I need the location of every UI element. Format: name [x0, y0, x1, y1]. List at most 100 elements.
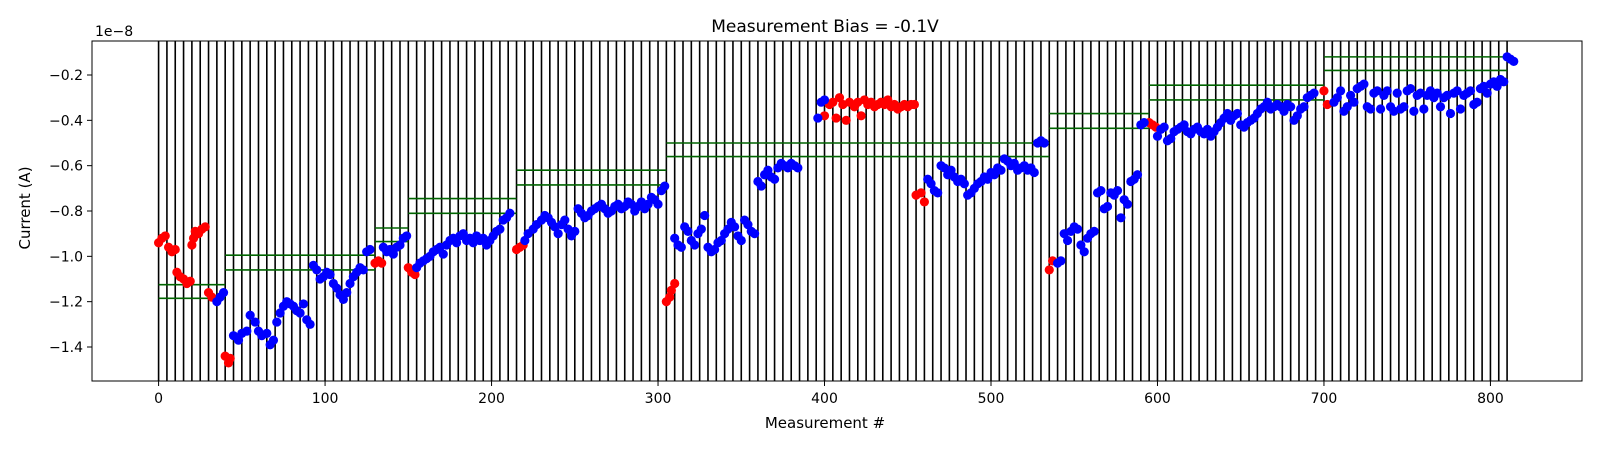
data-point	[1435, 102, 1446, 112]
data-point	[1159, 122, 1169, 132]
data-point	[1372, 86, 1382, 96]
data-point	[756, 181, 766, 191]
data-point	[377, 258, 387, 268]
data-point	[505, 208, 515, 218]
data-point	[402, 231, 412, 241]
data-point	[295, 308, 305, 318]
data-point	[225, 353, 235, 363]
data-point	[345, 278, 355, 289]
data-points	[153, 52, 1519, 368]
data-point	[1419, 104, 1429, 114]
data-point	[716, 235, 726, 246]
data-point	[520, 235, 530, 246]
data-point	[819, 95, 830, 105]
data-point	[769, 174, 780, 184]
data-point	[458, 229, 468, 239]
data-point	[926, 179, 936, 189]
data-point	[245, 310, 255, 320]
y-offset-label: 1e−8	[95, 24, 133, 40]
data-point	[1382, 86, 1392, 96]
data-point	[683, 226, 693, 236]
data-point	[365, 244, 375, 255]
x-tick-label: 500	[978, 391, 1005, 407]
data-point	[1166, 133, 1176, 144]
data-point	[395, 240, 405, 250]
data-point	[1262, 97, 1272, 107]
data-point	[670, 233, 680, 243]
chart-title: Measurement Bias = -0.1V	[711, 17, 939, 37]
data-point	[218, 288, 229, 298]
data-point	[268, 335, 279, 345]
data-point	[312, 265, 322, 275]
data-point	[1096, 186, 1106, 196]
x-axis-ticks: 0 100 200 300 400 500 600 700 800	[154, 381, 1504, 407]
y-tick-label: −0.2	[49, 68, 83, 84]
horizontal-lines	[158, 56, 1508, 300]
data-point	[909, 99, 920, 110]
x-tick-label: 400	[811, 391, 838, 407]
data-point	[1465, 86, 1476, 96]
data-point	[670, 278, 680, 289]
data-point	[1102, 201, 1113, 212]
data-point	[338, 294, 348, 304]
data-point	[743, 220, 753, 230]
data-point	[1349, 97, 1359, 107]
data-point	[1472, 97, 1482, 107]
data-point	[856, 111, 866, 121]
data-point	[570, 226, 580, 236]
data-point	[358, 265, 368, 275]
data-point	[1299, 102, 1309, 112]
y-tick-label: −0.8	[49, 204, 83, 220]
data-point	[325, 269, 335, 280]
x-axis-label: Measurement #	[765, 414, 885, 432]
y-tick-label: −0.6	[49, 159, 83, 175]
data-point	[1056, 256, 1066, 266]
y-tick-label: −0.4	[49, 113, 83, 129]
data-point	[696, 224, 706, 234]
data-point	[1455, 104, 1466, 114]
data-point	[1009, 158, 1019, 168]
data-point	[1392, 88, 1402, 98]
data-point	[996, 165, 1006, 175]
plot-area	[153, 41, 1519, 381]
x-tick-label: 800	[1477, 391, 1504, 407]
data-point	[495, 224, 505, 234]
y-tick-label: −1.0	[49, 249, 83, 265]
data-point	[1399, 102, 1409, 112]
data-point	[438, 249, 448, 259]
data-point	[1152, 131, 1163, 141]
data-point	[1179, 120, 1189, 130]
data-point	[332, 283, 342, 293]
data-point	[1089, 226, 1099, 236]
data-point	[883, 95, 893, 105]
data-point	[1286, 102, 1296, 112]
data-point	[170, 244, 180, 255]
x-tick-label: 200	[478, 391, 505, 407]
x-tick-label: 300	[645, 391, 672, 407]
data-point	[342, 288, 352, 298]
data-point	[1029, 167, 1039, 178]
data-point	[763, 165, 773, 175]
data-point	[1492, 81, 1502, 91]
y-axis-ticks: −0.2 −0.4 −0.6 −0.8 −1.0 −1.2 −1.4	[49, 68, 92, 356]
x-tick-label: 600	[1144, 391, 1171, 407]
data-point	[250, 317, 260, 327]
data-point	[700, 210, 710, 221]
data-point	[834, 93, 845, 103]
y-tick-label: −1.2	[49, 295, 83, 311]
data-point	[1336, 86, 1346, 96]
data-point	[946, 165, 956, 175]
data-point	[1116, 213, 1126, 223]
data-point	[1359, 79, 1369, 89]
data-point	[1039, 138, 1049, 148]
data-point	[275, 308, 285, 318]
data-point	[730, 222, 740, 232]
data-point	[1345, 90, 1356, 100]
y-tick-label: −1.4	[49, 340, 83, 356]
data-point	[1072, 224, 1083, 234]
data-point	[233, 335, 244, 345]
data-point	[1499, 77, 1509, 87]
data-point	[272, 317, 282, 327]
data-point	[1375, 104, 1386, 114]
